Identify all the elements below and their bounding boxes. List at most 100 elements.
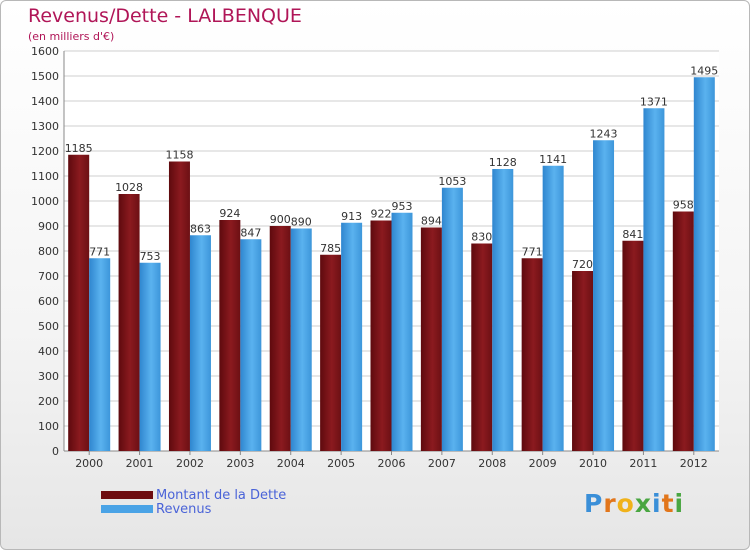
logo-letter: P xyxy=(584,489,604,518)
logo-letter: i xyxy=(674,489,685,518)
y-tick-label: 1100 xyxy=(31,170,59,183)
y-tick-label: 1000 xyxy=(31,195,59,208)
data-label-dette: 720 xyxy=(572,258,593,271)
data-label-dette: 1028 xyxy=(115,181,143,194)
x-tick-label: 2011 xyxy=(629,457,657,470)
data-label-dette: 900 xyxy=(270,213,291,226)
bar-dette xyxy=(622,240,644,451)
data-label-dette: 924 xyxy=(219,207,240,220)
y-tick-label: 100 xyxy=(38,420,59,433)
y-tick-label: 1500 xyxy=(31,70,59,83)
data-label-revenus: 913 xyxy=(341,210,362,223)
x-tick-label: 2010 xyxy=(579,457,607,470)
x-tick-label: 2007 xyxy=(428,457,456,470)
data-label-dette: 958 xyxy=(673,199,694,212)
bar-dette xyxy=(521,258,543,451)
y-tick-label: 0 xyxy=(52,445,59,458)
chart-title: Revenus/Dette - LALBENQUE xyxy=(28,5,302,27)
data-label-revenus: 847 xyxy=(240,226,261,239)
logo-letter: o xyxy=(616,489,635,518)
logo-letter: r xyxy=(603,489,617,518)
bar-revenus xyxy=(441,187,463,451)
bar-revenus xyxy=(593,140,615,451)
y-tick-label: 1300 xyxy=(31,120,59,133)
bar-dette xyxy=(572,271,594,451)
data-label-dette: 1158 xyxy=(165,149,193,162)
x-tick-label: 2012 xyxy=(680,457,708,470)
bar-dette xyxy=(320,254,342,451)
bar-revenus xyxy=(391,212,413,451)
data-label-dette: 785 xyxy=(320,242,341,255)
bar-dette xyxy=(420,227,442,451)
data-label-revenus: 771 xyxy=(89,245,110,258)
bar-revenus xyxy=(240,239,262,451)
data-label-dette: 830 xyxy=(471,231,492,244)
bar-revenus xyxy=(290,228,312,451)
proxiti-logo: Proxiti xyxy=(584,489,684,518)
x-tick-label: 2009 xyxy=(529,457,557,470)
x-tick-label: 2002 xyxy=(176,457,204,470)
y-tick-label: 1400 xyxy=(31,95,59,108)
bar-dette xyxy=(269,226,291,451)
y-tick-label: 500 xyxy=(38,320,59,333)
data-label-dette: 841 xyxy=(622,228,643,241)
data-label-dette: 894 xyxy=(421,215,442,228)
x-tick-label: 2003 xyxy=(226,457,254,470)
y-tick-label: 1200 xyxy=(31,145,59,158)
legend-item-revenus: Revenus xyxy=(101,501,211,517)
bar-dette xyxy=(370,220,392,451)
bar-revenus xyxy=(542,165,564,451)
bar-dette xyxy=(672,211,694,451)
bar-dette xyxy=(219,220,241,451)
legend-swatch-revenus xyxy=(101,505,153,513)
bar-dette xyxy=(471,243,493,451)
legend-label-dette: Montant de la Dette xyxy=(156,487,287,503)
y-tick-label: 800 xyxy=(38,245,59,258)
data-label-revenus: 890 xyxy=(291,216,312,229)
bar-revenus xyxy=(189,235,211,451)
data-label-dette: 922 xyxy=(371,208,392,221)
data-label-revenus: 1495 xyxy=(690,64,718,77)
legend-label-revenus: Revenus xyxy=(156,501,212,517)
logo-letter: t xyxy=(661,489,675,518)
data-label-revenus: 863 xyxy=(190,222,211,235)
data-label-dette: 771 xyxy=(522,245,543,258)
y-tick-label: 600 xyxy=(38,295,59,308)
chart-subtitle: (en milliers d'€) xyxy=(28,30,115,43)
y-tick-label: 400 xyxy=(38,345,59,358)
x-tick-label: 2000 xyxy=(75,457,103,470)
y-tick-label: 300 xyxy=(38,370,59,383)
data-label-revenus: 953 xyxy=(392,200,413,213)
x-tick-label: 2001 xyxy=(126,457,154,470)
x-tick-label: 2005 xyxy=(327,457,355,470)
logo-letter: i xyxy=(652,489,662,518)
y-tick-label: 900 xyxy=(38,220,59,233)
legend-item-dette: Montant de la Dette xyxy=(101,487,286,503)
data-label-revenus: 1128 xyxy=(489,156,517,169)
x-tick-label: 2008 xyxy=(478,457,506,470)
bar-dette xyxy=(118,194,140,451)
logo-letter: x xyxy=(634,489,652,518)
bar-revenus xyxy=(139,262,161,451)
y-tick-label: 1600 xyxy=(31,45,59,58)
bar-revenus xyxy=(693,77,715,451)
bar-revenus xyxy=(341,222,363,451)
x-tick-label: 2004 xyxy=(277,457,305,470)
y-tick-label: 200 xyxy=(38,395,59,408)
data-label-revenus: 753 xyxy=(140,250,161,263)
bar-dette xyxy=(68,154,90,451)
data-label-dette: 1185 xyxy=(65,142,93,155)
x-tick-label: 2006 xyxy=(378,457,406,470)
data-label-revenus: 1053 xyxy=(438,175,466,188)
data-label-revenus: 1141 xyxy=(539,153,567,166)
bar-revenus xyxy=(89,258,111,451)
data-label-revenus: 1371 xyxy=(640,95,668,108)
legend-swatch-dette xyxy=(101,491,153,499)
data-label-revenus: 1243 xyxy=(590,127,618,140)
y-tick-label: 700 xyxy=(38,270,59,283)
bar-dette xyxy=(168,161,190,451)
bar-revenus xyxy=(492,169,514,451)
bar-revenus xyxy=(643,108,665,451)
